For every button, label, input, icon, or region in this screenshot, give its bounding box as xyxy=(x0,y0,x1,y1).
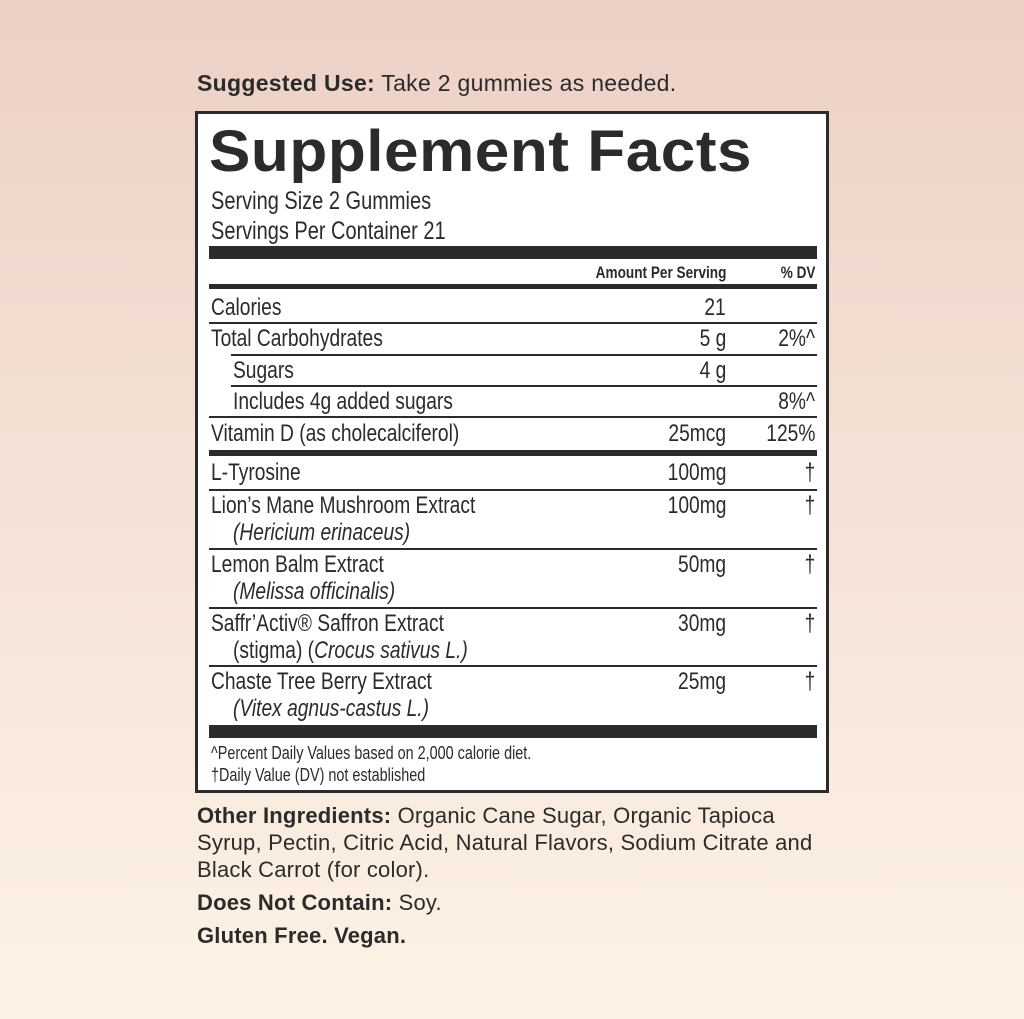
supplement-facts-panel: Supplement Facts Serving Size 2 Gummies … xyxy=(195,111,829,793)
does-not-contain: Does Not Contain: Soy. xyxy=(197,890,442,915)
divider xyxy=(231,385,817,387)
suggested-use-label: Suggested Use: xyxy=(197,70,376,96)
divider xyxy=(209,607,817,609)
divider-thick xyxy=(209,246,817,259)
divider xyxy=(209,665,817,667)
label-notes: Other Ingredients: Organic Cane Sugar, O… xyxy=(197,802,837,955)
suggested-use-text: Take 2 gummies as needed. xyxy=(375,70,677,96)
header-amount: Amount Per Serving xyxy=(595,263,726,282)
serving-size: Serving Size 2 Gummies xyxy=(211,187,432,215)
header-dv: % DV xyxy=(780,263,815,282)
dietary-claims: Gluten Free. Vegan. xyxy=(197,923,407,948)
suggested-use: Suggested Use: Take 2 gummies as needed. xyxy=(197,70,676,97)
divider-medium xyxy=(209,284,817,289)
divider xyxy=(231,354,817,356)
divider-thick xyxy=(209,725,817,738)
other-ingredients: Other Ingredients: Organic Cane Sugar, O… xyxy=(197,803,813,882)
panel-title: Supplement Facts xyxy=(209,119,753,184)
divider xyxy=(209,489,817,491)
servings-per-container: Servings Per Container 21 xyxy=(211,217,446,245)
divider xyxy=(209,416,817,418)
footnote-dv: ^Percent Daily Values based on 2,000 cal… xyxy=(211,743,532,763)
divider-medium xyxy=(209,450,817,456)
footnote-dagger: †Daily Value (DV) not established xyxy=(211,765,426,785)
divider xyxy=(209,548,817,550)
divider xyxy=(209,322,817,324)
